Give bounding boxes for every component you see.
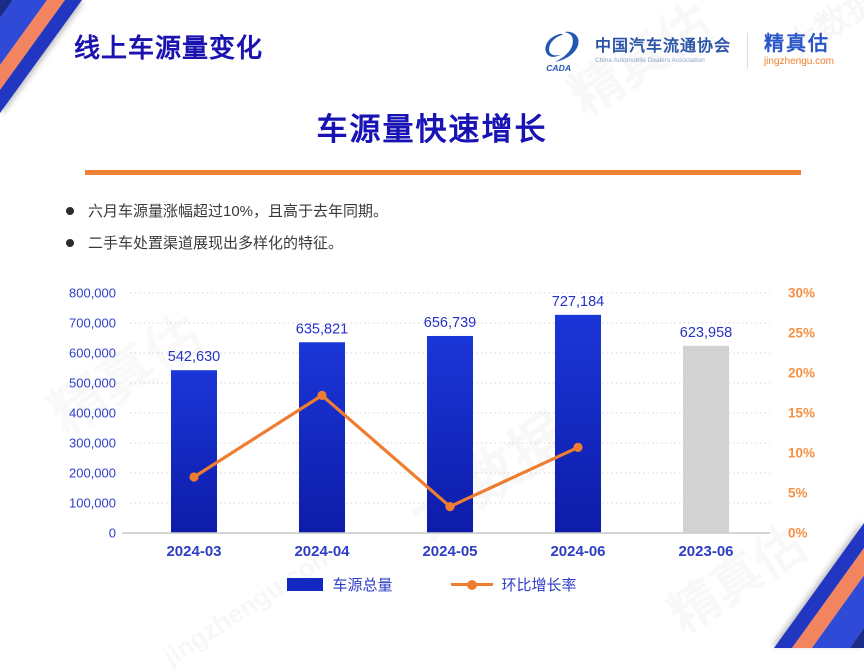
category-label: 2024-05 bbox=[422, 543, 477, 560]
legend-line-swatch bbox=[450, 579, 493, 590]
category-label: 2023-06 bbox=[678, 543, 733, 560]
growth-line-point bbox=[189, 472, 199, 482]
right-axis-tick: 25% bbox=[788, 326, 815, 341]
bar-value-label: 635,821 bbox=[296, 321, 348, 337]
bullet-dot-icon bbox=[66, 238, 74, 247]
bullet-text: 六月车源量涨幅超过10%，且高于去年同期。 bbox=[88, 203, 389, 220]
brand-site: jingzhengu.com bbox=[763, 56, 834, 68]
bar-2023-06 bbox=[683, 345, 729, 533]
left-axis-tick: 400,000 bbox=[69, 406, 116, 421]
growth-line-point bbox=[317, 390, 327, 400]
bullet-text: 二手车处置渠道展现出多样化的特征。 bbox=[88, 235, 344, 252]
stripe-royal-blue bbox=[0, 0, 82, 113]
bullet-list: 六月车源量涨幅超过10%，且高于去年同期。 二手车处置渠道展现出多样化的特征。 bbox=[66, 200, 388, 253]
right-axis-tick: 0% bbox=[788, 526, 808, 541]
logo-block: CADA 中国汽车流通协会 China Automobile Dealers A… bbox=[539, 28, 834, 74]
title-underline-rule bbox=[85, 170, 801, 175]
slide-title: 车源量快速增长 bbox=[316, 112, 548, 147]
left-axis-tick: 600,000 bbox=[69, 346, 116, 361]
growth-line-point bbox=[445, 502, 455, 512]
bar-2024-04 bbox=[299, 342, 345, 533]
chart: 800,000 700,000 600,000 500,000 400,000 300,0… bbox=[0, 270, 864, 575]
org-name-en: China Automobile Dealers Association bbox=[594, 57, 705, 65]
corner-stripes-top-left bbox=[0, 0, 82, 113]
left-axis-tick: 100,000 bbox=[69, 496, 116, 511]
growth-line-point bbox=[573, 442, 583, 452]
left-axis-tick: 700,000 bbox=[69, 316, 116, 331]
corner-stripes-bottom-right bbox=[774, 523, 864, 648]
left-axis-tick: 300,000 bbox=[69, 436, 116, 451]
right-axis-tick: 5% bbox=[788, 486, 808, 501]
legend-line-label: 环比增长率 bbox=[501, 577, 577, 594]
left-axis-tick: 500,000 bbox=[69, 376, 116, 391]
bullet-dot-icon bbox=[66, 206, 74, 215]
right-axis-tick: 30% bbox=[788, 286, 815, 301]
bullet-item: 二手车处置渠道展现出多样化的特征。 bbox=[66, 232, 388, 253]
right-axis-tick: 15% bbox=[788, 406, 815, 421]
category-label: 2024-04 bbox=[294, 543, 350, 560]
bar-value-label: 727,184 bbox=[552, 294, 604, 310]
bar-2024-06 bbox=[555, 314, 601, 533]
org-name: 中国汽车流通协会 bbox=[594, 37, 731, 55]
cada-logo-icon: CADA bbox=[545, 31, 579, 73]
right-axis-tick: 20% bbox=[788, 366, 815, 381]
legend-item-line: 环比增长率 bbox=[450, 574, 577, 595]
stripe-navy bbox=[850, 628, 864, 648]
chart-legend: 车源总量 环比增长率 bbox=[0, 574, 864, 595]
bar-value-label: 623,958 bbox=[680, 325, 732, 341]
brand-wordmark: 精真估 bbox=[763, 33, 830, 56]
stripe-bright-blue bbox=[812, 575, 864, 648]
legend-bar-swatch bbox=[287, 578, 324, 591]
legend-item-bar: 车源总量 bbox=[287, 574, 393, 595]
legend-line-dot bbox=[466, 579, 477, 590]
bar-value-label: 542,630 bbox=[168, 349, 220, 365]
stripe-orange bbox=[792, 548, 864, 648]
left-axis-tick: 0 bbox=[109, 526, 116, 541]
bullet-item: 六月车源量涨幅超过10%，且高于去年同期。 bbox=[66, 200, 388, 221]
growth-line bbox=[193, 393, 579, 509]
category-label: 2024-06 bbox=[550, 543, 605, 560]
category-label: 2024-03 bbox=[166, 543, 221, 560]
chart-svg: 800,000 700,000 600,000 500,000 400,000 300,0… bbox=[69, 286, 815, 561]
left-axis-tick: 200,000 bbox=[69, 466, 116, 481]
stripe-royal-blue bbox=[774, 523, 864, 648]
cada-logo-text: CADA bbox=[546, 63, 571, 73]
legend-bar-label: 车源总量 bbox=[332, 577, 393, 594]
page-title: 线上车源量变化 bbox=[74, 33, 264, 63]
bar-value-label: 656,739 bbox=[424, 315, 476, 331]
left-axis-tick: 800,000 bbox=[69, 286, 116, 301]
bar-2024-03 bbox=[171, 370, 217, 533]
logo-divider bbox=[746, 33, 748, 69]
right-axis-tick: 10% bbox=[788, 446, 815, 461]
